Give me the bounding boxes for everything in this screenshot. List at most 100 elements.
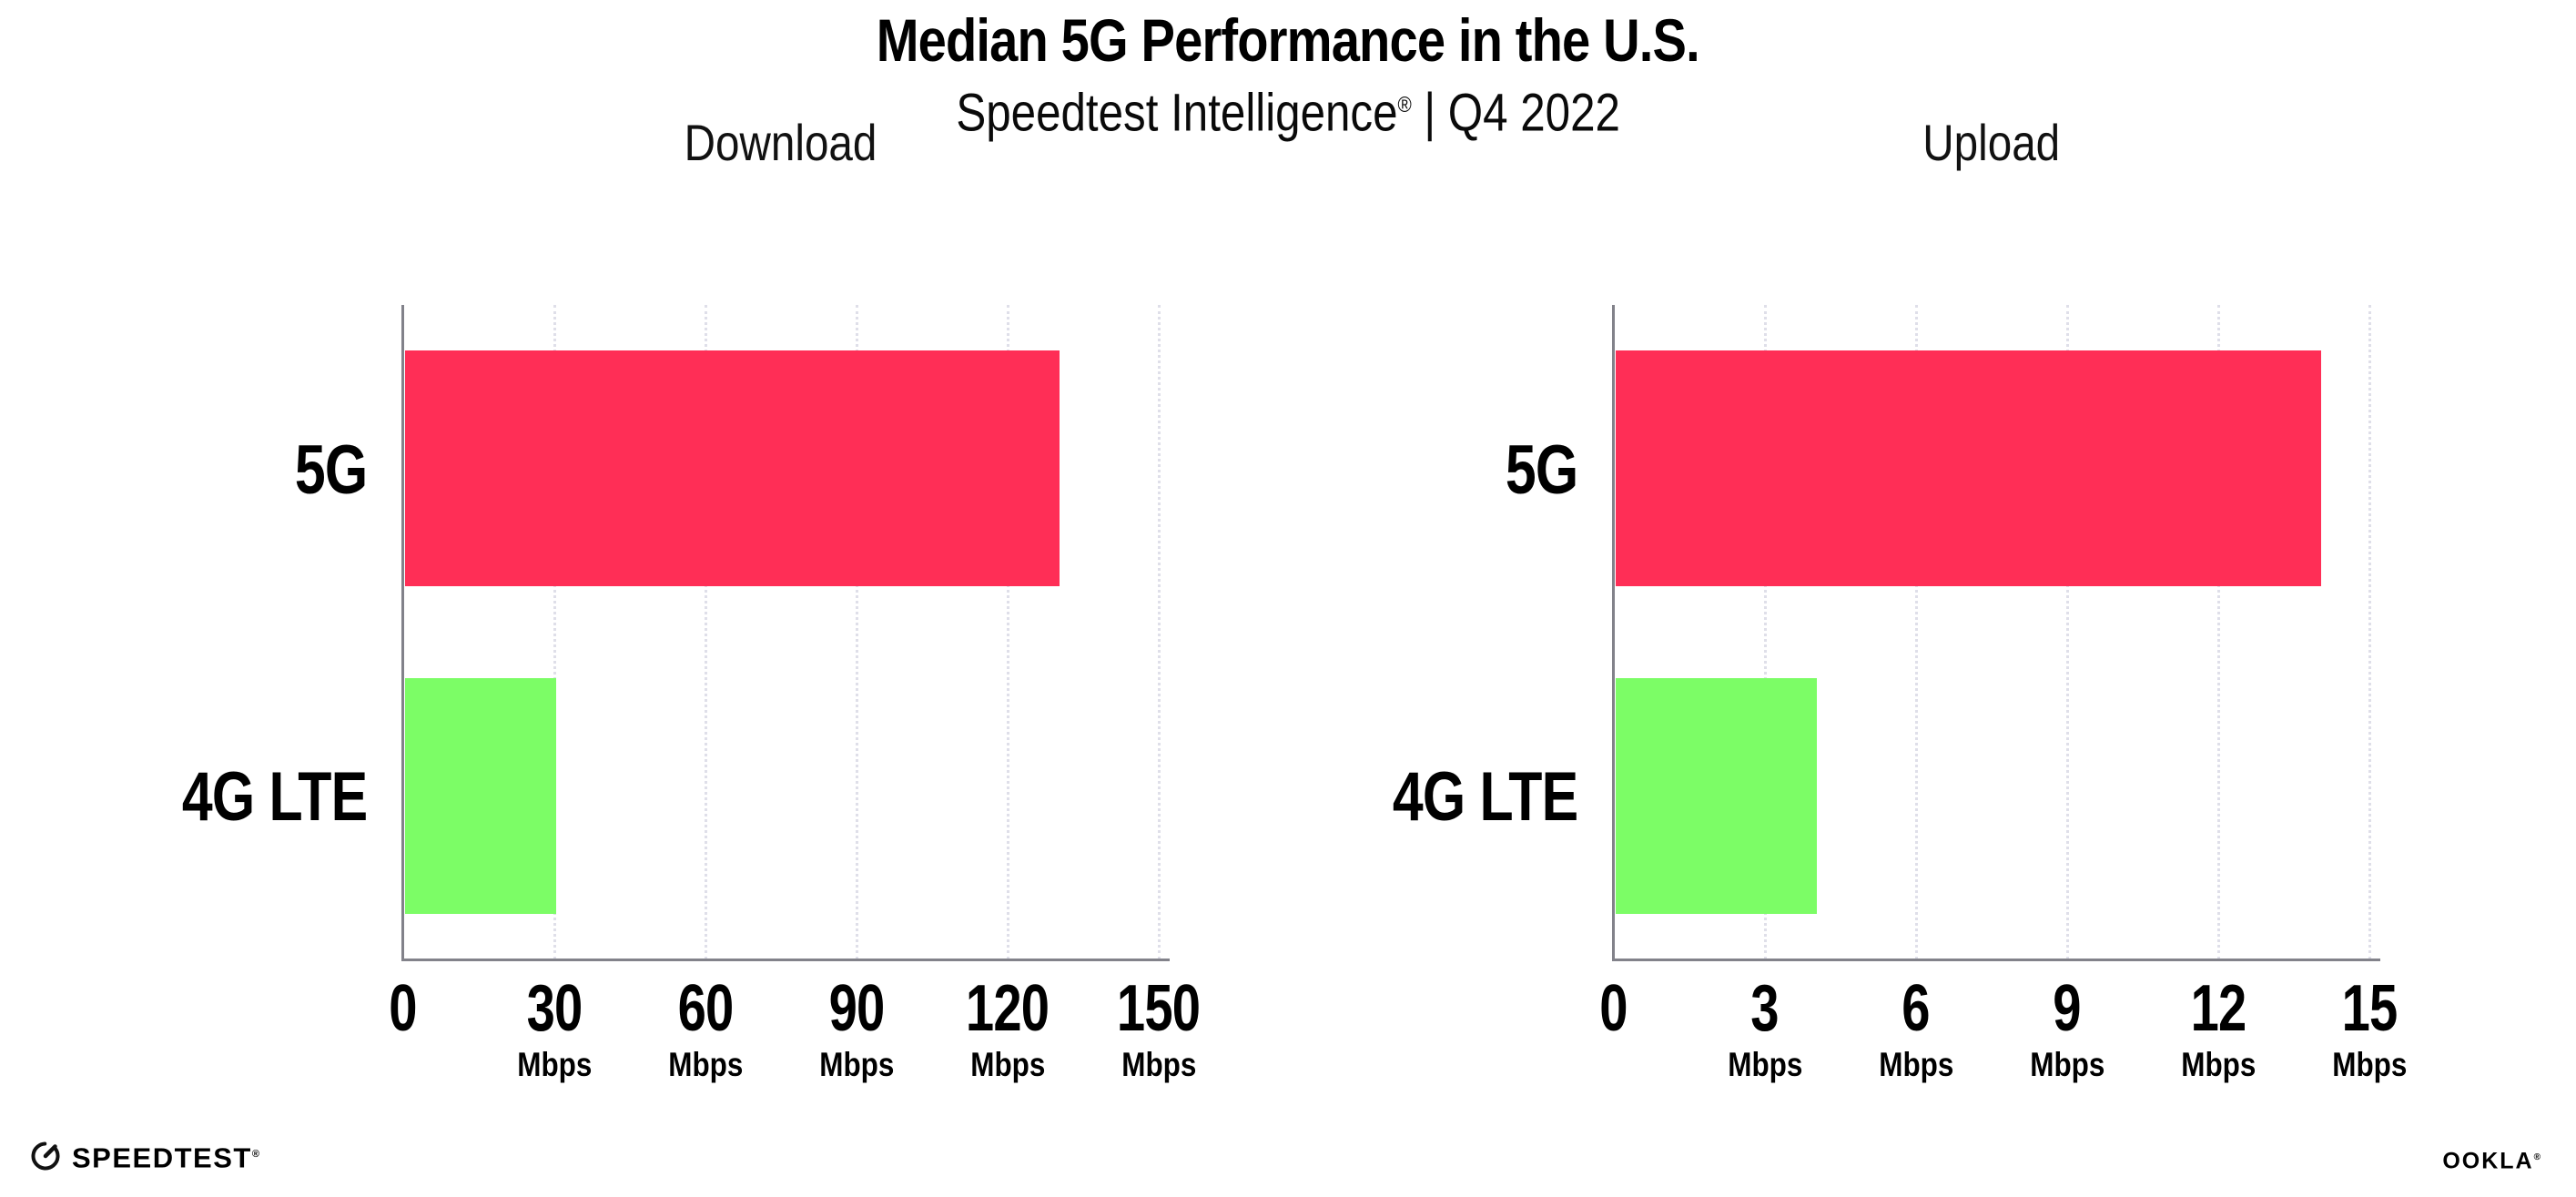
tick-number-text: 15	[2341, 972, 2399, 1045]
chart-title-text: Download	[685, 114, 877, 171]
tick-unit: Mbps	[1059, 1047, 1259, 1083]
tick-unit: Mbps	[454, 1047, 654, 1083]
tick-number: 12	[2118, 976, 2318, 1041]
category-label-5g-upload: 5G	[1232, 429, 1577, 512]
tick-unit-text: Mbps	[516, 1046, 593, 1083]
tick-number: 0	[303, 976, 503, 1041]
tick-number: 120	[908, 976, 1108, 1041]
subtitle-brand: Speedtest Intelligence	[956, 83, 1398, 143]
speedtest-wordmark: SPEEDTEST®	[72, 1138, 260, 1174]
gridline-15	[2368, 305, 2371, 959]
chart-title-text: Upload	[1922, 114, 2061, 171]
tick-number-text: 30	[526, 972, 583, 1045]
ookla-wordmark-text: OOKLA	[2442, 1148, 2534, 1174]
category-label-5g-download: 5G	[21, 429, 367, 512]
category-label-text: 5G	[1505, 431, 1577, 509]
tick-number-text: 0	[389, 972, 418, 1045]
bar-4g-lte-download	[405, 677, 556, 914]
tick-unit-text: Mbps	[1121, 1046, 1197, 1083]
tick-upload-6: 6 Mbps	[1816, 976, 2016, 1083]
y-axis-download	[401, 305, 404, 959]
plot-area-upload	[1612, 305, 2382, 961]
page-subtitle-text: Speedtest Intelligence® | Q4 2022	[956, 76, 1620, 142]
chart-title-download: Download	[490, 115, 1072, 171]
x-axis-download	[401, 959, 1170, 961]
tick-unit-text: Mbps	[1878, 1046, 1954, 1083]
tick-number: 0	[1514, 976, 1714, 1041]
tick-unit-text: Mbps	[2029, 1046, 2105, 1083]
tick-number: 15	[2269, 976, 2470, 1041]
gridline-9	[2065, 305, 2069, 959]
tick-unit: Mbps	[2269, 1047, 2470, 1083]
registered-mark: ®	[1397, 93, 1412, 117]
tick-number-text: 150	[1117, 972, 1201, 1045]
tick-unit-text: Mbps	[667, 1046, 744, 1083]
plot-area-download	[401, 305, 1171, 961]
tick-number-text: 3	[1750, 972, 1780, 1045]
tick-upload-12: 12 Mbps	[2118, 976, 2318, 1083]
category-label-text: 5G	[294, 431, 367, 509]
tick-number: 3	[1665, 976, 1865, 1041]
tick-number-text: 120	[966, 972, 1050, 1045]
tick-download-0: 0	[303, 976, 503, 1041]
tick-number: 6	[1816, 976, 2016, 1041]
category-label-text: 4G LTE	[181, 758, 367, 837]
tick-unit-text: Mbps	[2331, 1046, 2408, 1083]
bar-5g-upload	[1616, 350, 2321, 587]
tick-upload-9: 9 Mbps	[1967, 976, 2167, 1083]
tick-unit-text: Mbps	[818, 1046, 895, 1083]
gridline-60	[704, 305, 707, 959]
speedtest-wordmark-text: SPEEDTEST	[72, 1141, 252, 1174]
speedtest-gauge-icon	[31, 1141, 60, 1171]
gridline-90	[855, 305, 858, 959]
tick-unit-text: Mbps	[969, 1046, 1046, 1083]
tick-upload-3: 3 Mbps	[1665, 976, 1865, 1083]
ookla-registered-mark: ®	[2533, 1152, 2542, 1162]
tick-number: 60	[605, 976, 806, 1041]
speedtest-registered-mark: ®	[251, 1148, 261, 1160]
tick-unit-text: Mbps	[1727, 1046, 1803, 1083]
tick-number-text: 9	[2053, 972, 2082, 1045]
y-axis-upload	[1612, 305, 1615, 959]
chart-title-upload: Upload	[1700, 115, 2283, 171]
tick-download-30: 30 Mbps	[454, 976, 654, 1083]
x-axis-upload	[1612, 959, 2380, 961]
gridline-6	[1914, 305, 1918, 959]
tick-unit: Mbps	[1967, 1047, 2167, 1083]
tick-number: 9	[1967, 976, 2167, 1041]
gridline-12	[2216, 305, 2220, 959]
tick-number-text: 0	[1599, 972, 1628, 1045]
tick-number: 150	[1059, 976, 1259, 1041]
category-label-4g-lte-upload: 4G LTE	[1232, 756, 1577, 839]
tick-upload-15: 15 Mbps	[2269, 976, 2470, 1083]
gridline-30	[553, 305, 556, 959]
tick-upload-0: 0	[1514, 976, 1714, 1041]
tick-number: 90	[756, 976, 957, 1041]
gridline-120	[1006, 305, 1009, 959]
tick-unit-text: Mbps	[2180, 1046, 2257, 1083]
bar-5g-download	[405, 350, 1060, 587]
tick-number-text: 6	[1902, 972, 1931, 1045]
tick-unit: Mbps	[605, 1047, 806, 1083]
page-title: Median 5G Performance in the U.S.	[0, 7, 2576, 73]
ookla-logo: OOKLA®	[2442, 1145, 2542, 1173]
tick-number: 30	[454, 976, 654, 1041]
tick-download-90: 90 Mbps	[756, 976, 957, 1083]
bar-4g-lte-upload	[1616, 677, 1818, 914]
tick-unit: Mbps	[2118, 1047, 2318, 1083]
category-label-4g-lte-download: 4G LTE	[21, 756, 367, 839]
tick-number-text: 90	[828, 972, 886, 1045]
tick-download-150: 150 Mbps	[1059, 976, 1259, 1083]
tick-number-text: 12	[2190, 972, 2247, 1045]
tick-number-text: 60	[677, 972, 735, 1045]
gridline-150	[1157, 305, 1161, 959]
page-subtitle: Speedtest Intelligence® | Q4 2022	[0, 76, 2576, 142]
tick-download-60: 60 Mbps	[605, 976, 806, 1083]
tick-unit: Mbps	[1816, 1047, 2016, 1083]
tick-download-120: 120 Mbps	[908, 976, 1108, 1083]
page-title-text: Median 5G Performance in the U.S.	[876, 6, 1700, 74]
speedtest-logo: SPEEDTEST®	[30, 1138, 260, 1174]
tick-unit: Mbps	[908, 1047, 1108, 1083]
